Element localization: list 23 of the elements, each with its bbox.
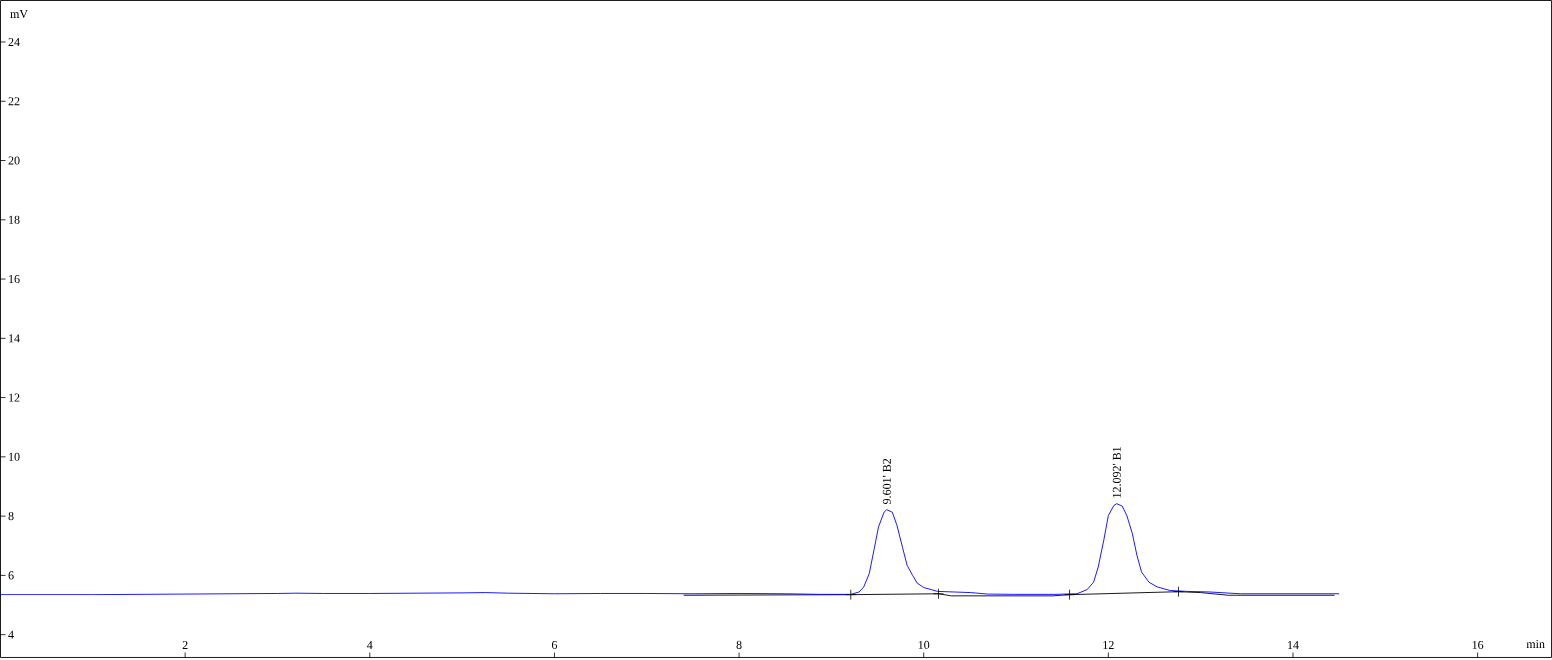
x-tick-label: 4: [367, 641, 373, 649]
x-tick-label: 6: [551, 640, 558, 649]
y-axis-title: mV: [10, 10, 28, 19]
x-tick-label: 14: [1288, 641, 1299, 649]
x-tick-label: 2: [182, 641, 188, 649]
x-tick-label: 12: [1103, 641, 1114, 649]
x-tick-label: 10: [918, 640, 930, 649]
y-tick-label: 18: [9, 215, 20, 224]
y-tick-label: 6: [8, 571, 14, 580]
y-tick-label: 4: [8, 630, 14, 639]
y-tick-label: 24: [8, 38, 20, 46]
annotation: 12.092' B1: [1112, 447, 1121, 498]
y-tick-label: 22: [8, 97, 20, 106]
y-tick-label: 8: [8, 512, 14, 521]
y-tick-label: 14: [9, 334, 20, 343]
y-tick-label: 10: [9, 452, 20, 461]
annotation: 9.601' B2: [882, 458, 891, 505]
x-tick-label: 8: [736, 640, 742, 649]
y-tick-label: 16: [9, 275, 20, 284]
y-tick-label: 12: [9, 393, 20, 402]
y-tick-label: 20: [8, 156, 20, 165]
x-axis-title: min: [1526, 640, 1545, 648]
x-tick-label: 16: [1472, 640, 1484, 649]
